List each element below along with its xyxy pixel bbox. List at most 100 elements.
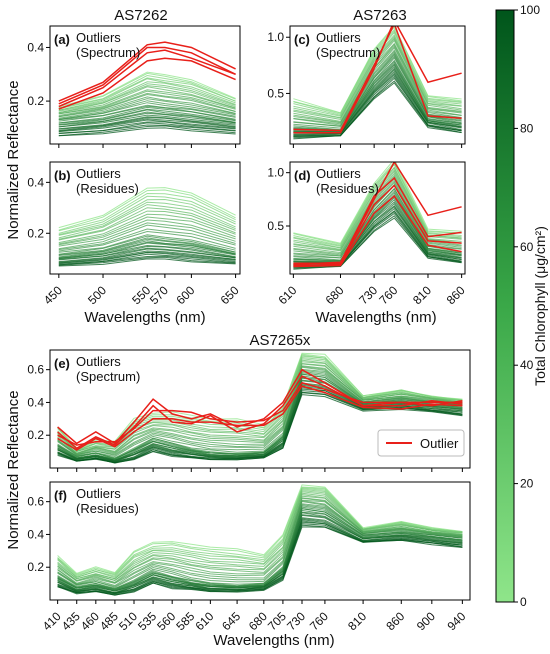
spectrum-line [57, 394, 463, 464]
panel-annotation: Outliers [316, 30, 361, 45]
spectrum-line [293, 45, 462, 126]
spectrum-line [58, 192, 236, 232]
x-tick-label: 645 [219, 609, 243, 633]
spectrum-line [293, 163, 462, 246]
spectrum-line [293, 66, 462, 133]
spectrum-line [58, 124, 236, 135]
spectrum-line [58, 258, 236, 267]
spectrum-line [58, 125, 236, 137]
panel-label: (b) [54, 168, 71, 183]
spectrum-line [58, 235, 236, 255]
spectrum-line [293, 82, 462, 140]
spectrum-line [293, 162, 462, 244]
y-tick-label: 0.4 [27, 527, 44, 541]
spectrum-line [58, 244, 236, 260]
x-tick-label: 610 [192, 609, 216, 633]
spectrum-line [293, 51, 462, 129]
y-tick-label: 0.2 [27, 560, 44, 574]
spectrum-line [293, 28, 462, 115]
spectrum-line [58, 241, 236, 259]
spectrum-line [293, 163, 462, 247]
title-as7265x: AS7265x [250, 332, 311, 349]
spectrum-line [293, 181, 462, 257]
outlier-line [57, 385, 463, 451]
y-tick-label: 0.4 [27, 395, 44, 409]
colorbar-label: Total Chlorophyll (μg/cm²) [532, 226, 548, 386]
spectrum-line [58, 71, 236, 107]
spectrum-line [57, 359, 463, 452]
spectrum-line [58, 224, 236, 250]
colorbar: 0 20 40 60 80 100 Total Chlorophyll (μg/cm²) [495, 3, 548, 609]
spectrum-line [293, 72, 462, 136]
spectrum-line [58, 201, 236, 236]
spectrum-line [58, 198, 236, 236]
spectrum-line [58, 114, 236, 128]
spectrum-line [58, 90, 236, 115]
colorbar-tick-label: 60 [520, 240, 534, 254]
spectrum-line [58, 92, 236, 116]
panel-annotation: Outliers [76, 30, 121, 45]
spectrum-line [293, 170, 462, 251]
panel-annotation: (Residues) [76, 181, 139, 196]
spectrum-line [58, 222, 236, 247]
panel-annotation: Outliers [76, 166, 121, 181]
title-as7263: AS7263 [353, 7, 406, 24]
spectrum-line [58, 247, 236, 261]
spectrum-line [293, 217, 462, 270]
spectrum-line [58, 251, 236, 264]
spectrum-line [58, 213, 236, 244]
spectrum-line [58, 234, 236, 253]
x-tick-label: 860 [383, 609, 407, 633]
spectrum-line [58, 108, 236, 124]
spectrum-line [58, 237, 236, 256]
spectrum-line [58, 102, 236, 120]
spectrum-line [58, 256, 236, 266]
spectrum-line [58, 74, 236, 109]
y-tick-label: 0.2 [27, 428, 44, 442]
spectrum-line [293, 26, 462, 114]
spectrum-line [293, 39, 462, 123]
spectrum-line [293, 166, 462, 249]
spectrum-line [293, 49, 462, 127]
outlier-line [58, 49, 236, 108]
panel-label: (a) [54, 32, 70, 47]
spectrum-line [58, 250, 236, 263]
spectra-e [57, 352, 463, 464]
panel-label: (e) [54, 356, 70, 371]
y-tick-label: 0.4 [27, 175, 44, 189]
spectrum-line [293, 42, 462, 124]
spectrum-line [58, 219, 236, 246]
spectrum-line [58, 204, 236, 239]
spectrum-line [58, 189, 236, 231]
outlier-line [58, 46, 236, 105]
panel-c: 0.5 1.0 (c) Outliers(Spectrum) [267, 25, 466, 148]
spectrum-line [58, 112, 236, 128]
x-tick-label: 760 [307, 609, 331, 633]
spectrum-line [58, 106, 236, 124]
outlier-line [58, 41, 236, 102]
x-tick-label: 730 [284, 609, 308, 633]
y-tick-label: 1.0 [267, 166, 284, 180]
spectrum-line [58, 248, 236, 263]
y-tick-label: 0.5 [267, 86, 284, 100]
axes-frame [49, 481, 471, 601]
spectrum-line [58, 109, 236, 126]
spectrum-line [58, 116, 236, 130]
panel-label: (c) [294, 32, 310, 47]
spectrum-line [58, 96, 236, 118]
x-tick-label: 450 [41, 283, 65, 307]
colorbar-tick-label: 40 [520, 358, 534, 372]
y-tick-label: 0.6 [27, 495, 44, 509]
y-tick-label: 0.5 [267, 219, 284, 233]
spectrum-line [58, 86, 236, 114]
colorbar-tick-label: 20 [520, 477, 534, 491]
spectrum-line [58, 98, 236, 119]
spectrum-line [58, 252, 236, 264]
outlier-line [58, 57, 236, 110]
colorbar-tick-label: 80 [520, 121, 534, 135]
y-tick-label: 0.6 [27, 363, 44, 377]
panel-annotation: (Spectrum) [316, 45, 380, 60]
outlier-line [293, 176, 462, 266]
